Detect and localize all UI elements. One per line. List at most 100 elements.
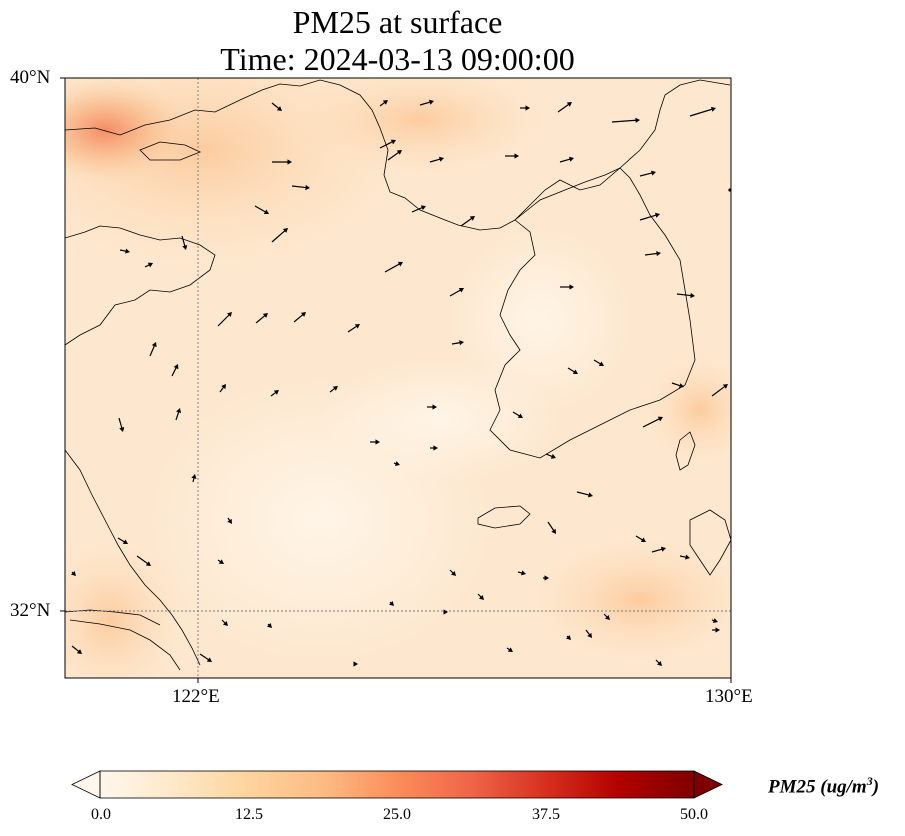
wind-arrow xyxy=(427,404,437,410)
wind-arrow xyxy=(679,554,690,560)
coastline-japan xyxy=(689,509,731,576)
wind-arrow xyxy=(512,411,523,418)
pm25-field xyxy=(65,78,731,678)
coastlines xyxy=(65,79,731,671)
wind-arrow xyxy=(559,156,574,163)
wind-arrow xyxy=(711,384,728,397)
wind-arrow xyxy=(217,559,224,564)
wind-arrow xyxy=(676,292,695,299)
colorbar-tick-4: 50.0 xyxy=(680,806,708,823)
wind-arrow xyxy=(118,417,125,432)
wind-arrow xyxy=(639,212,660,221)
wind-arrow xyxy=(635,535,646,542)
colorbar-label: PM25 (ug/m3) xyxy=(768,774,879,798)
wind-arrow xyxy=(379,139,396,149)
island-tsushima xyxy=(675,431,696,471)
wind-arrow xyxy=(411,205,426,213)
wind-arrow xyxy=(711,618,718,624)
wind-arrow xyxy=(119,248,130,254)
coastline-korea xyxy=(489,167,696,459)
wind-arrow xyxy=(593,359,604,366)
wind-arrow xyxy=(347,324,360,333)
wind-arrow xyxy=(451,340,464,346)
wind-arrow xyxy=(651,546,666,553)
wind-arrow xyxy=(219,384,226,393)
colorbar-label-close: ) xyxy=(872,776,880,798)
wind-arrow xyxy=(419,99,434,106)
wind-arrow xyxy=(712,627,720,633)
wind-arrow xyxy=(144,262,153,268)
wind-arrow xyxy=(689,106,716,117)
wind-arrow xyxy=(217,312,232,327)
lat-label-32: 32°N xyxy=(10,600,51,621)
wind-arrow xyxy=(387,150,402,161)
wind-arrow xyxy=(557,102,572,113)
wind-arrow xyxy=(429,156,444,163)
coastline-liaodong xyxy=(65,79,516,231)
wind-arrow xyxy=(603,613,610,620)
wind-arrow xyxy=(171,364,179,377)
wind-arrow xyxy=(506,647,513,652)
island-jeju xyxy=(477,505,531,529)
wind-arrow xyxy=(449,569,456,576)
colorbar-tick-1: 12.5 xyxy=(235,806,263,823)
wind-arrow xyxy=(576,491,593,498)
wind-arrow xyxy=(149,342,157,357)
wind-arrow xyxy=(199,653,212,662)
wind-arrow xyxy=(642,416,663,428)
coastline-shandong xyxy=(65,225,216,346)
wind-arrow xyxy=(291,184,310,191)
wind-arrow xyxy=(266,622,272,628)
wind-arrow xyxy=(370,439,380,445)
wind-arrow xyxy=(255,313,268,324)
wind-arrow xyxy=(393,461,400,467)
wind-arrow xyxy=(443,609,448,615)
wind-arrow xyxy=(271,102,282,111)
wind-arrow xyxy=(329,386,338,393)
wind-arrow xyxy=(353,661,358,667)
wind-arrow xyxy=(567,367,578,374)
colorbar-frame xyxy=(99,770,695,799)
wind-arrow xyxy=(221,619,228,626)
colorbar-tick-0: 0.0 xyxy=(91,806,111,823)
coastline-north-korea-border xyxy=(514,167,621,221)
wind-arrow xyxy=(611,117,640,123)
wind-arrow xyxy=(460,216,475,227)
wind-arrow xyxy=(271,228,288,243)
map-frame xyxy=(64,77,732,679)
colorbar-extend-min xyxy=(71,770,101,799)
wind-arrow xyxy=(547,521,556,534)
wind-vectors xyxy=(70,99,732,667)
coastline-north-korea-east xyxy=(619,79,731,169)
wind-arrow xyxy=(175,408,182,421)
wind-arrow xyxy=(543,575,549,581)
wind-arrow xyxy=(117,537,128,544)
wind-arrow xyxy=(136,555,151,566)
wind-arrow xyxy=(585,629,592,638)
gridlines xyxy=(65,78,731,678)
wind-arrow xyxy=(272,159,292,165)
wind-arrow xyxy=(191,474,197,483)
wind-arrow xyxy=(477,593,484,600)
wind-arrow xyxy=(384,261,403,273)
colorbar-tick-3: 37.5 xyxy=(532,806,560,823)
wind-arrow xyxy=(505,153,519,159)
wind-arrow xyxy=(388,600,394,606)
wind-arrow xyxy=(70,570,76,576)
lat-label-40: 40°N xyxy=(10,67,51,88)
coastline-jiangsu xyxy=(65,449,201,666)
colorbar-label-sup: 3 xyxy=(866,774,873,788)
wind-arrow xyxy=(565,634,571,640)
wind-arrow xyxy=(671,382,684,389)
wind-arrow xyxy=(644,250,661,257)
colorbar-tick-2: 25.0 xyxy=(383,806,411,823)
wind-arrow xyxy=(254,205,269,215)
wind-arrow xyxy=(379,100,388,107)
map-title: PM25 at surface xyxy=(292,4,503,40)
wind-arrow xyxy=(639,170,656,177)
wind-arrow xyxy=(655,659,662,666)
colorbar xyxy=(71,770,723,799)
wind-arrow xyxy=(181,235,188,250)
map-subtitle-time: Time: 2024-03-13 09:00:00 xyxy=(220,41,575,77)
